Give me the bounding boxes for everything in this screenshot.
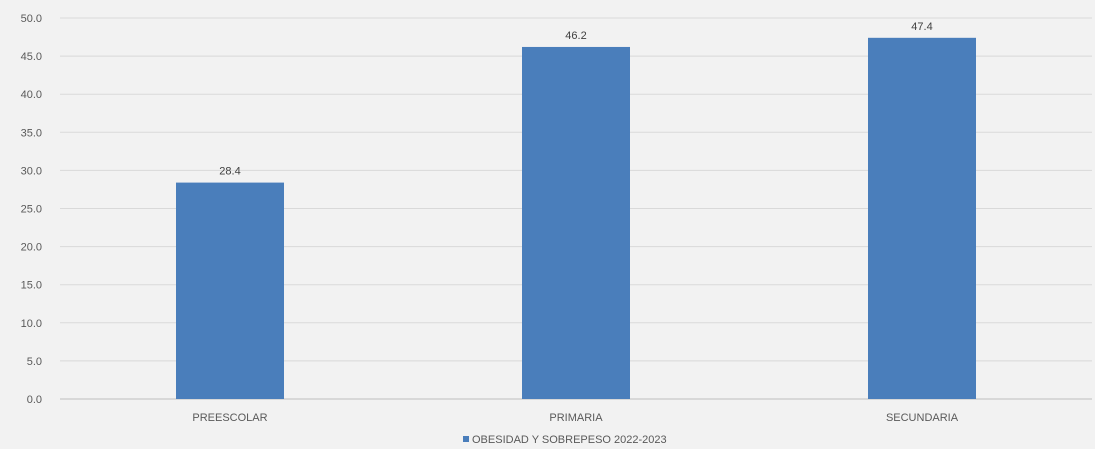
- y-tick-label: 5.0: [27, 356, 42, 368]
- category-label: PREESCOLAR: [192, 412, 267, 424]
- y-tick-label: 0.0: [27, 394, 42, 406]
- legend: OBESIDAD Y SOBREPESO 2022-2023: [463, 434, 667, 446]
- legend-swatch: [463, 436, 469, 442]
- data-label: 28.4: [219, 166, 240, 178]
- y-tick-label: 35.0: [21, 127, 42, 139]
- category-label: SECUNDARIA: [886, 412, 959, 424]
- data-label: 47.4: [911, 21, 932, 33]
- y-tick-label: 10.0: [21, 318, 42, 330]
- bar-preescolar: [176, 182, 284, 399]
- bars: [176, 37, 976, 400]
- category-labels: PREESCOLAR PRIMARIA SECUNDARIA: [192, 412, 958, 424]
- y-axis-tick-labels: 0.0 5.0 10.0 15.0 20.0 25.0 30.0 35.0 40.0 45.0 50…: [21, 13, 42, 406]
- y-tick-label: 25.0: [21, 204, 42, 216]
- data-label: 46.2: [565, 30, 586, 42]
- y-tick-label: 45.0: [21, 51, 42, 63]
- y-tick-label: 30.0: [21, 165, 42, 177]
- bar-secundaria: [868, 37, 976, 399]
- y-tick-label: 50.0: [21, 13, 42, 25]
- y-tick-label: 15.0: [21, 280, 42, 292]
- y-tick-label: 20.0: [21, 242, 42, 254]
- category-label: PRIMARIA: [549, 412, 603, 424]
- bar-primaria: [522, 46, 630, 400]
- legend-label: OBESIDAD Y SOBREPESO 2022-2023: [472, 434, 667, 446]
- data-labels: 28.4 46.2 47.4: [219, 21, 932, 178]
- y-tick-label: 40.0: [21, 89, 42, 101]
